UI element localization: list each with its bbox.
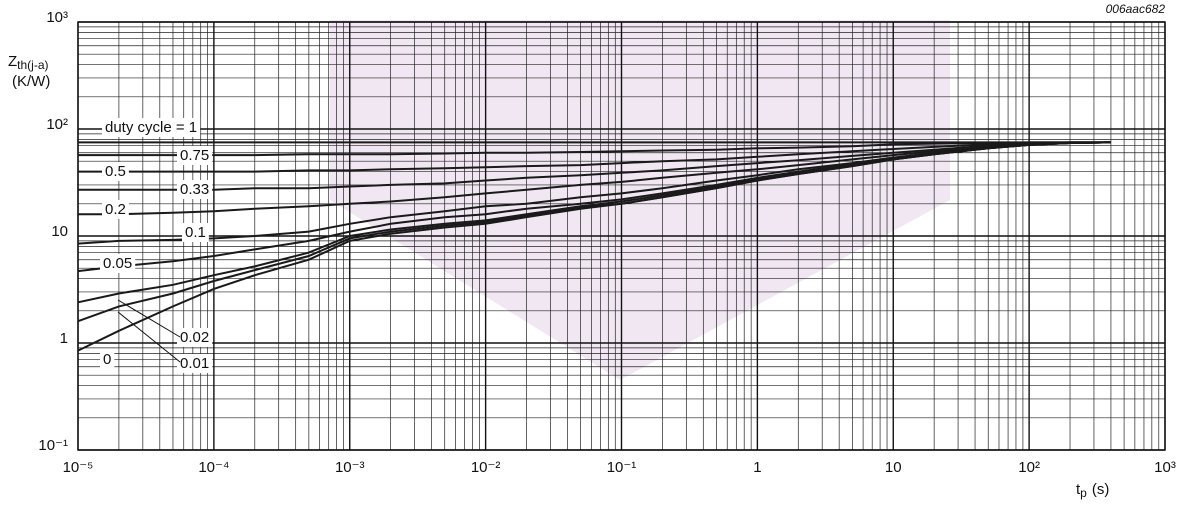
series-label: 0.01 xyxy=(180,355,209,372)
series-label-bg xyxy=(182,222,209,242)
x-tick-label: 1 xyxy=(753,459,761,476)
y-axis-unit: (K/W) xyxy=(12,73,50,90)
y-tick-label: 10⁻¹ xyxy=(38,437,68,454)
series-line xyxy=(77,141,1111,352)
x-tick-label: 10⁻³ xyxy=(335,459,365,476)
series-label-bg xyxy=(177,327,213,347)
series-label-bg xyxy=(100,349,115,369)
y-tick-label: 10² xyxy=(46,116,68,133)
plot-frame xyxy=(77,21,1166,451)
series-line xyxy=(78,141,1111,173)
series-label: 0.1 xyxy=(185,224,206,241)
series-label-bg xyxy=(102,161,129,181)
x-axis-label: tp (s) xyxy=(1076,481,1109,500)
x-tick-label: 10 xyxy=(885,459,902,476)
series-label: 0.05 xyxy=(103,255,132,272)
series-label-bg xyxy=(102,117,201,137)
x-label-main: t xyxy=(1076,481,1081,498)
leader-line xyxy=(117,299,181,338)
x-tick-label: 10³ xyxy=(1154,459,1176,476)
series-label: duty cycle = 1 xyxy=(105,119,197,136)
series-label: 0.5 xyxy=(105,163,126,180)
x-tick-label: 10⁻⁵ xyxy=(63,459,94,476)
series-line xyxy=(78,141,1111,216)
series-label: 0 xyxy=(103,351,111,368)
x-tick-label: 10⁻⁴ xyxy=(198,459,229,476)
series-label: 0.02 xyxy=(180,329,209,346)
leader-line xyxy=(117,311,181,363)
series-label-bg xyxy=(177,353,213,373)
series-line xyxy=(78,141,1111,191)
x-tick-label: 10⁻² xyxy=(471,459,501,476)
series-line xyxy=(78,141,1111,157)
series-label: 0.33 xyxy=(180,181,209,198)
x-label-sub: p xyxy=(1080,486,1087,500)
series-label-bg xyxy=(177,145,213,165)
y-axis-label: Zth(j-a) xyxy=(8,53,49,72)
y-tick-label: 10³ xyxy=(46,9,68,26)
x-tick-label: 10⁻¹ xyxy=(607,459,637,476)
x-label-unit: (s) xyxy=(1092,481,1110,498)
x-tick-label: 10² xyxy=(1018,459,1040,476)
y-label-sub: th(j-a) xyxy=(17,58,48,72)
y-tick-label: 10 xyxy=(51,223,68,240)
series-label-bg xyxy=(177,179,213,199)
figure-code: 006aac682 xyxy=(1106,2,1166,16)
series-label-bg xyxy=(100,253,136,273)
series-label-bg xyxy=(102,199,129,219)
series-label: 0.75 xyxy=(180,147,209,164)
y-tick-label: 1 xyxy=(60,330,68,347)
series-label: 0.2 xyxy=(105,201,126,218)
y-label-main: Z xyxy=(8,53,17,70)
